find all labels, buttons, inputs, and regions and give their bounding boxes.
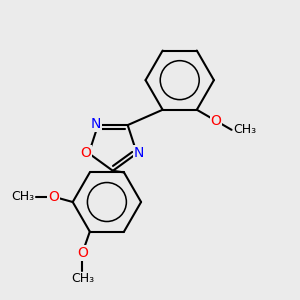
Text: CH₃: CH₃	[71, 272, 94, 285]
Text: O: O	[48, 190, 59, 204]
Text: CH₃: CH₃	[11, 190, 34, 203]
Text: O: O	[77, 246, 88, 260]
Text: O: O	[211, 114, 222, 128]
Text: O: O	[80, 146, 91, 160]
Text: N: N	[134, 146, 144, 160]
Text: N: N	[90, 117, 101, 131]
Text: CH₃: CH₃	[233, 123, 256, 136]
